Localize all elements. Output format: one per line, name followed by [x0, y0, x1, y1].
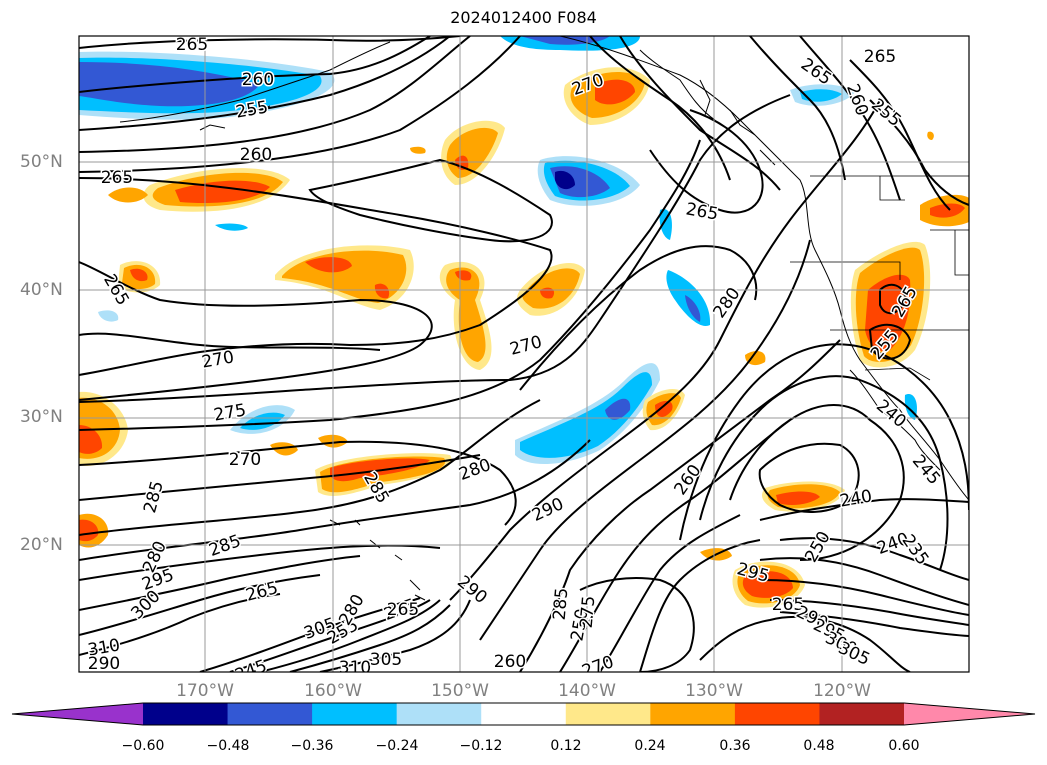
- colorbar-cell: [650, 703, 736, 725]
- contour-label: 260: [240, 145, 272, 165]
- contour-label: 265: [797, 55, 835, 90]
- map-frame: [78, 35, 970, 673]
- colorbar-cell: [734, 703, 820, 725]
- contour-label: 310: [339, 658, 371, 678]
- colorbar-tick-label: 0.60: [888, 738, 920, 754]
- contour-label: 240: [838, 486, 873, 511]
- contour-label: 260: [494, 652, 526, 672]
- colorbar: [11, 702, 1036, 726]
- colorbar-tick-label: 0.24: [634, 738, 666, 754]
- map-title: 2024012400 F084: [450, 8, 597, 27]
- colorbar-cell: [312, 703, 398, 725]
- lon-label-170w: 170°W: [176, 681, 234, 701]
- contour-label: 285: [140, 479, 168, 516]
- contour-label: 285: [550, 587, 573, 621]
- contour-label: 280: [456, 455, 493, 485]
- colorbar-cell: [143, 703, 229, 725]
- coastline: [119, 36, 969, 601]
- contour-label: 290: [453, 572, 491, 608]
- colorbar-tick-label: 0.12: [550, 738, 582, 754]
- colorbar-tick-label: −0.12: [459, 738, 503, 754]
- contour-label: 260: [842, 81, 872, 118]
- lon-label-120w: 120°W: [813, 681, 871, 701]
- contour-label: 265: [684, 199, 719, 224]
- contour-label: 270: [508, 332, 545, 360]
- contour-label: 305: [370, 650, 402, 670]
- contour-label: 270: [579, 652, 616, 682]
- colorbar-over-extension: [904, 703, 1035, 725]
- contour-label: 255: [867, 95, 905, 131]
- contour-label: 270: [200, 347, 235, 372]
- political-borders: [790, 175, 969, 381]
- colorbar-outline: [11, 702, 1036, 726]
- contour-label: 290: [529, 494, 567, 526]
- lat-label-50n: 50°N: [20, 152, 63, 172]
- lat-label-30n: 30°N: [20, 407, 63, 427]
- lon-label-130w: 130°W: [685, 681, 743, 701]
- contour-label: 270: [229, 450, 261, 470]
- colorbar-tick-label: −0.24: [375, 738, 419, 754]
- lon-label-140w: 140°W: [558, 681, 616, 701]
- contour-label: 265: [101, 168, 133, 188]
- contour-label: 285: [206, 531, 243, 561]
- lat-label-20n: 20°N: [20, 535, 63, 555]
- contour-label: 305: [835, 638, 873, 670]
- colorbar-tick-label: −0.60: [121, 738, 165, 754]
- colorbar-cell: [227, 703, 313, 725]
- colorbar-cell: [396, 703, 482, 725]
- lat-label-40n: 40°N: [20, 280, 63, 300]
- contour-label: 255: [234, 97, 269, 122]
- gridlines: [79, 36, 969, 672]
- colorbar-tick-label: 0.48: [803, 738, 835, 754]
- contour-label: 265: [244, 578, 281, 606]
- contour-label: 275: [577, 595, 600, 629]
- contour-label: 265: [864, 47, 896, 67]
- contour-label: 265: [176, 35, 208, 55]
- contour-lines: [79, 36, 969, 672]
- contour-label: 265: [387, 600, 419, 620]
- colorbar-cell: [565, 703, 651, 725]
- colorbar-tick-label: −0.48: [206, 738, 250, 754]
- colorbar-tick-label: 0.36: [719, 738, 751, 754]
- contour-label: 300: [127, 586, 164, 623]
- colorbar-tick-label: −0.36: [290, 738, 334, 754]
- contour-label: 265: [772, 595, 804, 615]
- contour-label: 260: [242, 70, 274, 90]
- colorbar-cell: [819, 703, 905, 725]
- colorbar-under-extension: [12, 703, 143, 725]
- colorbar-cell: [481, 703, 567, 725]
- lon-label-160w: 160°W: [304, 681, 362, 701]
- contour-label: 290: [88, 654, 120, 674]
- lon-label-150w: 150°W: [431, 681, 489, 701]
